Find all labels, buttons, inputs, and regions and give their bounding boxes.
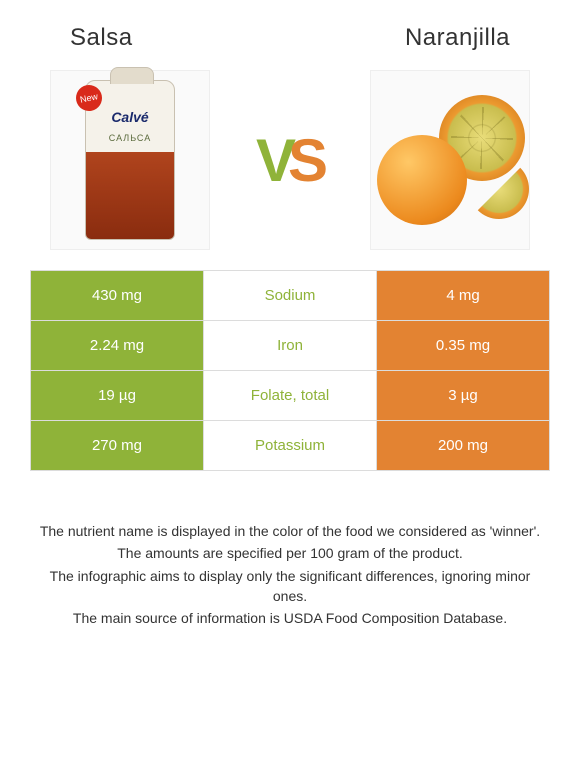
sub-label: САЛЬСА — [86, 133, 174, 143]
salsa-packet-illustration: New Calvé САЛЬСА — [85, 80, 175, 240]
vs-v: V — [256, 126, 292, 195]
nutrient-label: Folate, total — [203, 371, 377, 420]
footer-line: The nutrient name is displayed in the co… — [34, 521, 546, 541]
footer-notes: The nutrient name is displayed in the co… — [30, 521, 550, 628]
footer-line: The infographic aims to display only the… — [34, 566, 546, 607]
footer-line: The main source of information is USDA F… — [34, 608, 546, 628]
food-image-left: New Calvé САЛЬСА — [50, 70, 210, 250]
fruit-whole-icon — [377, 135, 467, 225]
nutrient-label: Potassium — [203, 421, 377, 470]
value-right: 200 mg — [377, 421, 549, 470]
food-image-right — [370, 70, 530, 250]
nutrient-table: 430 mgSodium4 mg2.24 mgIron0.35 mg19 µgF… — [30, 270, 550, 471]
value-right: 3 µg — [377, 371, 549, 420]
value-right: 4 mg — [377, 271, 549, 320]
value-left: 430 mg — [31, 271, 203, 320]
footer-line: The amounts are specified per 100 gram o… — [34, 543, 546, 563]
naranjilla-illustration — [371, 85, 529, 235]
vs-badge: VS — [256, 126, 324, 195]
title-right: Naranjilla — [405, 24, 510, 52]
images-row: New Calvé САЛЬСА VS — [30, 70, 550, 250]
value-left: 270 mg — [31, 421, 203, 470]
brand-label: Calvé — [86, 109, 174, 125]
table-row: 2.24 mgIron0.35 mg — [31, 320, 549, 370]
nutrient-label: Iron — [203, 321, 377, 370]
nutrient-label: Sodium — [203, 271, 377, 320]
title-left: Salsa — [70, 24, 133, 52]
table-row: 430 mgSodium4 mg — [31, 270, 549, 320]
value-left: 19 µg — [31, 371, 203, 420]
value-left: 2.24 mg — [31, 321, 203, 370]
table-row: 19 µgFolate, total3 µg — [31, 370, 549, 420]
value-right: 0.35 mg — [377, 321, 549, 370]
table-row: 270 mgPotassium200 mg — [31, 420, 549, 470]
vs-s: S — [288, 126, 324, 195]
